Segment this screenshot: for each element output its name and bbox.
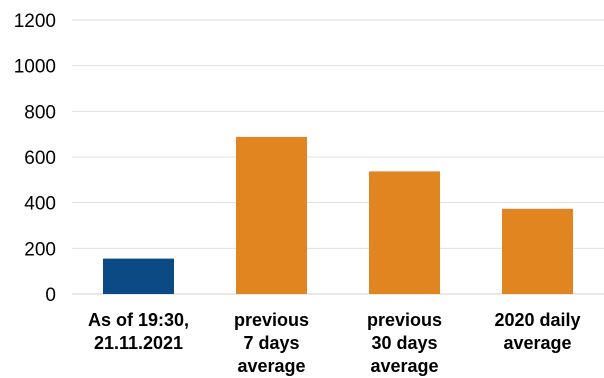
x-category-label-line: 2020 daily <box>494 310 580 330</box>
y-tick-label: 0 <box>45 285 56 306</box>
x-category-label-line: 7 days <box>243 333 299 353</box>
y-tick-label: 200 <box>24 239 56 260</box>
bar <box>103 258 174 294</box>
x-category-label-line: previous <box>234 310 309 330</box>
y-tick-label: 1200 <box>14 11 56 32</box>
x-category-label-line: average <box>237 356 305 376</box>
bar <box>502 208 573 294</box>
bars <box>103 136 573 294</box>
x-category-label-line: 30 days <box>371 333 437 353</box>
x-category-label: As of 19:30, 21.11.2021 <box>88 310 189 353</box>
x-category-label-line: previous <box>367 310 442 330</box>
x-category-label-line: As of 19:30, <box>88 310 189 330</box>
y-tick-label: 600 <box>24 148 56 169</box>
x-category-label-line: average <box>503 333 571 353</box>
y-axis-tick-labels: 0 200 400 600 800 1000 1200 <box>14 11 56 306</box>
bar <box>236 136 307 294</box>
bar <box>369 171 440 294</box>
x-category-label: previous 30 days average <box>367 310 442 376</box>
x-category-label: 2020 daily average <box>494 310 580 353</box>
x-category-label-line: average <box>370 356 438 376</box>
x-category-label: previous 7 days average <box>234 310 309 376</box>
x-category-label-line: 21.11.2021 <box>94 333 183 353</box>
y-tick-label: 400 <box>24 194 56 215</box>
y-tick-label: 800 <box>24 102 56 123</box>
gridlines <box>72 19 604 295</box>
x-axis-category-labels: As of 19:30, 21.11.2021 previous 7 days aver… <box>88 310 581 376</box>
y-tick-label: 1000 <box>14 57 56 78</box>
